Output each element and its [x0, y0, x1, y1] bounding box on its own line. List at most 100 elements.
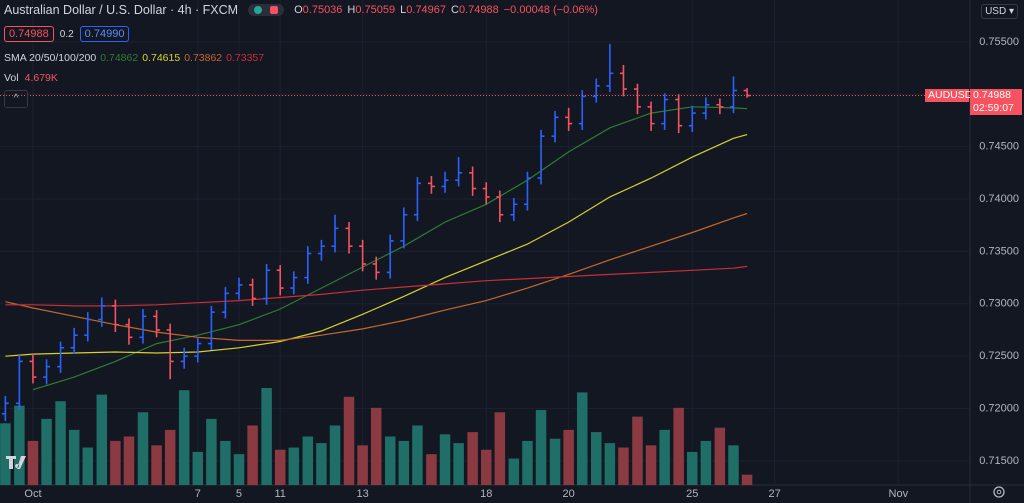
- volume-bar: [467, 432, 478, 485]
- volume-bar: [151, 445, 162, 485]
- countdown-tag: 02:59:07: [970, 101, 1022, 115]
- spread: 0.2: [59, 28, 74, 40]
- volume-bar: [480, 449, 492, 485]
- ohlc-key: H: [347, 4, 356, 16]
- sma-value: 0.73357: [226, 52, 265, 64]
- volume-bar: [164, 429, 176, 485]
- ask[interactable]: 0.74990: [79, 26, 130, 42]
- ohlc-legend: O0.75036 H0.75059 L0.74967 C0.74988 −0.00048…: [294, 4, 598, 16]
- volume-bar: [206, 418, 217, 485]
- y-tick-label: 0.74000: [979, 193, 1019, 205]
- price-scale: [970, 0, 1024, 485]
- ohlc-item: C0.74988: [451, 4, 499, 16]
- volume-value: 4.679K: [24, 72, 58, 84]
- ohlc-key: O: [294, 4, 303, 16]
- sma-label: SMA 20/50/100/200: [4, 52, 97, 64]
- volume-bar: [549, 438, 561, 485]
- volume-bar: [192, 451, 204, 485]
- volume-bar: [55, 401, 66, 485]
- volume-bar: [343, 396, 355, 485]
- sma-value: 0.73862: [184, 52, 223, 64]
- y-tick-label: 0.72000: [979, 402, 1019, 414]
- volume-bar: [82, 447, 94, 485]
- volume-bar: [632, 416, 643, 485]
- x-tick-label: 7: [195, 488, 201, 500]
- sma-line: [5, 134, 748, 357]
- volume-bar: [604, 443, 616, 485]
- currency-button[interactable]: USD ▾: [981, 4, 1018, 19]
- alert-icon[interactable]: [270, 6, 279, 14]
- x-tick-label: 5: [236, 488, 242, 500]
- sma-value: 0.74862: [100, 52, 139, 64]
- volume-bar: [27, 440, 39, 485]
- volume-bar: [700, 440, 712, 485]
- volume-bar: [384, 436, 396, 485]
- currency: USD: [985, 6, 1007, 17]
- sma-line: [5, 212, 748, 341]
- ohlc-value: −0.00048 (−0.06%): [503, 4, 598, 16]
- ohlc-item: L0.74967: [400, 4, 446, 16]
- ohlc-value: 0.74988: [458, 4, 499, 16]
- volume-bar: [220, 440, 231, 485]
- volume-bar: [288, 447, 300, 485]
- volume-bar: [261, 388, 272, 485]
- volume-bar: [453, 443, 464, 485]
- x-tick-label: 18: [480, 488, 492, 500]
- ohlc-key: L: [400, 4, 407, 16]
- sma-value: 0.74615: [142, 52, 181, 64]
- volume-bar: [96, 394, 108, 485]
- collapse-button[interactable]: ^: [4, 90, 28, 108]
- volume-bar: [357, 445, 368, 485]
- volume-bar: [591, 432, 602, 485]
- quote: 0.74988 0.2 0.74990: [4, 26, 130, 42]
- volume-bar: [687, 451, 698, 485]
- volume-bar: [329, 425, 341, 485]
- volume-bar: [659, 429, 670, 485]
- volume-bar: [123, 436, 135, 485]
- ohlc-item: H0.75059: [347, 4, 395, 16]
- bid[interactable]: 0.74988: [4, 26, 54, 42]
- sma-legend: SMA 20/50/100/200 0.74862 0.74615 0.73862 0…: [4, 52, 264, 64]
- x-tick-label: 25: [686, 488, 698, 500]
- volume-bar: [439, 434, 451, 485]
- volume-bar: [247, 425, 258, 485]
- volume-bar: [0, 423, 11, 485]
- volume-bar: [741, 474, 753, 485]
- volume-bar: [370, 407, 382, 485]
- ohlc-value: 0.74967: [406, 4, 447, 16]
- sma-line: [5, 265, 748, 307]
- y-tick-label: 0.73500: [979, 245, 1019, 257]
- sma-lines: [5, 106, 748, 391]
- eye-icon[interactable]: [254, 6, 263, 14]
- settings-icon[interactable]: [993, 486, 1005, 498]
- volume-bar: [426, 454, 437, 485]
- x-tick-label: 13: [356, 488, 368, 500]
- x-tick-label: 20: [563, 488, 575, 500]
- price-tag: 0.74988: [970, 88, 1022, 102]
- ohlc-item: −0.00048 (−0.06%): [504, 4, 598, 16]
- y-tick-label: 0.73000: [979, 298, 1019, 310]
- volume-bar: [673, 407, 684, 485]
- ohlc-item: O0.75036: [294, 4, 342, 16]
- tv-logo: [6, 456, 26, 469]
- volume-bar: [178, 390, 190, 485]
- volume-bar: [233, 454, 245, 485]
- volume-bar: [412, 425, 423, 485]
- volume-bar: [302, 436, 314, 485]
- volume-bar: [535, 410, 547, 485]
- volume-bar: [14, 405, 25, 485]
- ohlc-value: 0.75036: [302, 4, 343, 16]
- visibility-toggle[interactable]: [248, 4, 285, 16]
- volume-bar: [494, 412, 506, 485]
- price-bars: [1, 43, 751, 422]
- volume-bar: [41, 418, 52, 485]
- volume-bar: [645, 445, 657, 485]
- volume-label: Vol: [4, 72, 19, 84]
- volume-bar: [576, 392, 588, 485]
- header: Australian Dollar / U.S. Dollar · 4h · F…: [4, 3, 598, 17]
- volume-bar: [316, 443, 327, 485]
- y-tick-label: 0.71500: [979, 455, 1019, 467]
- volume-pane: [0, 388, 753, 485]
